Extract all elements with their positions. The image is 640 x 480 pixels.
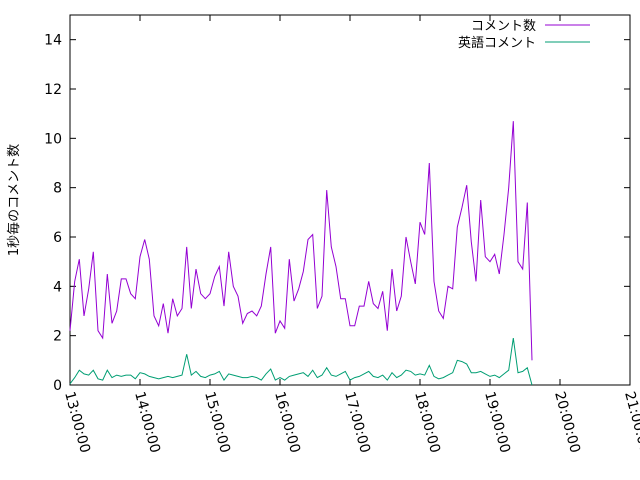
y-tick-label: 0	[53, 378, 62, 394]
x-tick-label: 20:00:00	[551, 390, 583, 455]
x-tick-label: 21:00:00	[621, 390, 640, 455]
y-tick-label: 14	[44, 33, 62, 49]
x-tick-label: 14:00:00	[131, 390, 163, 455]
series-lines	[69, 121, 533, 386]
y-tick-label: 12	[44, 82, 62, 98]
legend-label: コメント数	[471, 19, 536, 34]
x-tick-label: 18:00:00	[411, 390, 443, 455]
plot-frame	[69, 14, 631, 386]
series-line-1	[69, 338, 533, 386]
y-axis-title: 1秒毎のコメント数	[6, 144, 22, 256]
legend-label: 英語コメント	[458, 35, 536, 51]
x-tick-label: 13:00:00	[61, 390, 93, 455]
x-tick-label: 17:00:00	[341, 390, 373, 455]
y-axis: 0 2 4 6 8 10 12 14	[44, 33, 630, 394]
x-tick-label: 15:00:00	[201, 390, 233, 455]
y-tick-label: 8	[53, 181, 62, 197]
y-tick-label: 10	[44, 131, 62, 147]
y-tick-label: 4	[53, 279, 62, 295]
x-tick-label: 16:00:00	[271, 390, 303, 455]
series-line-0	[69, 121, 533, 361]
y-tick-label: 6	[53, 230, 62, 246]
y-tick-label: 2	[53, 329, 62, 345]
x-axis: 13:00:00 14:00:00 15:00:00 16:00:00 17:00:00…	[61, 15, 640, 455]
x-tick-label: 19:00:00	[481, 390, 513, 455]
